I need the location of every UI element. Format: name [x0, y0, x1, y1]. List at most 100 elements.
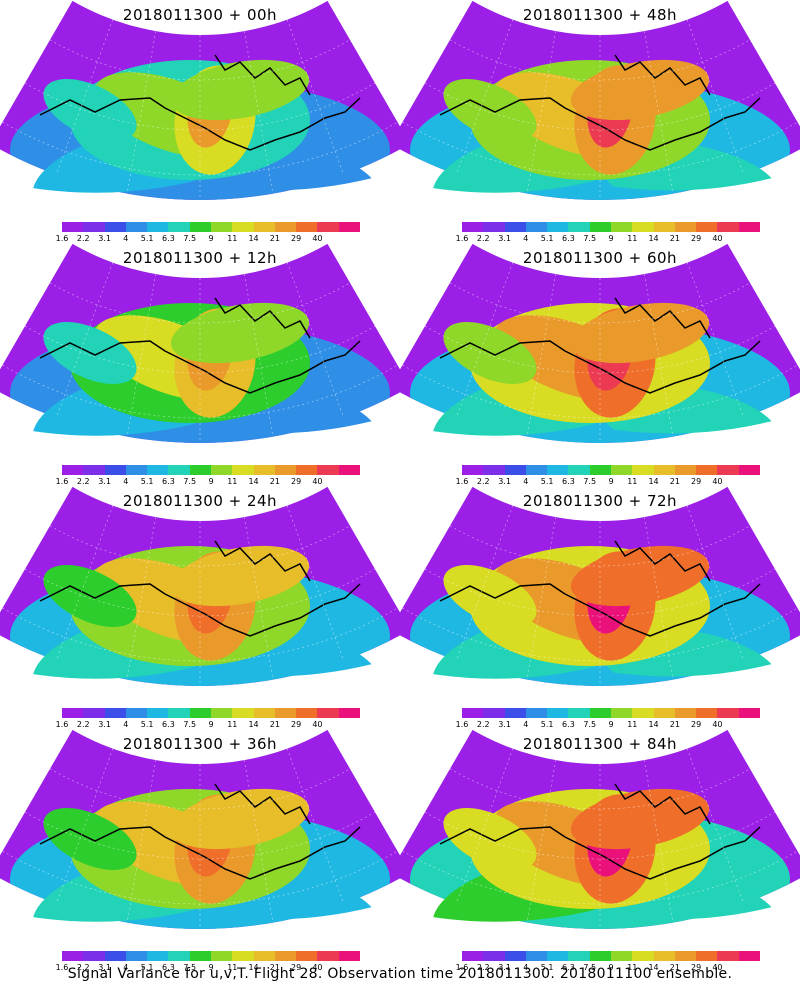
- colorbar-swatch: [653, 222, 675, 232]
- colorbar-swatch: [317, 222, 339, 232]
- colorbar-tick-label: 40: [312, 477, 323, 486]
- colorbar-swatch: [83, 951, 105, 961]
- map-panel: 2018011300 + 84h 1.6 2.2 3.1 4 5.1 6.3 7.5 9 11 14…: [400, 729, 800, 972]
- colorbar-tick-label: 1.6: [55, 963, 69, 972]
- colorbar-tick-label: 11: [227, 963, 238, 972]
- colorbar-tick-label: 14: [248, 720, 259, 729]
- colorbar-tick-label: 6.3: [562, 963, 575, 972]
- colorbar-swatch: [168, 465, 190, 475]
- colorbar-tick-label: 4: [123, 234, 129, 243]
- colorbar-swatch: [483, 951, 505, 961]
- colorbar-swatch: [253, 465, 275, 475]
- colorbar-tick-label: 21: [669, 234, 680, 243]
- panel-title: 2018011300 + 84h: [522, 735, 678, 753]
- colorbar-labels: 1.6 2.2 3.1 4 5.1 6.3 7.5 9 11 14 21 29 40: [56, 477, 360, 487]
- colorbar-swatch: [547, 465, 569, 475]
- colorbar: [62, 222, 360, 232]
- colorbar-swatch: [525, 222, 548, 232]
- colorbar-swatch: [232, 222, 254, 232]
- colorbar-swatch: [738, 465, 760, 475]
- colorbar-swatch: [274, 465, 297, 475]
- colorbar-tick-label: 5.1: [540, 720, 554, 729]
- colorbar-tick-label: 40: [312, 963, 323, 972]
- colorbar-swatch: [317, 708, 339, 718]
- map-panel: 2018011300 + 60h 1.6 2.2 3.1 4 5.1 6.3 7.5 9 11 14…: [400, 243, 800, 486]
- colorbar-tick-label: 4: [523, 234, 529, 243]
- colorbar-tick-label: 3.1: [498, 963, 511, 972]
- graticule-parallel: [424, 325, 776, 374]
- graticule-parallel: [402, 364, 798, 419]
- colorbar-tick-label: 29: [691, 234, 702, 243]
- colorbar-tick-label: 9: [208, 477, 214, 486]
- colorbar-swatch: [232, 465, 254, 475]
- panel-title: 2018011300 + 12h: [122, 249, 278, 267]
- colorbar-swatch: [296, 465, 318, 475]
- colorbar-tick-label: 6.3: [162, 234, 175, 243]
- colorbar-tick-label: 29: [691, 963, 702, 972]
- colorbar-swatch: [189, 465, 211, 475]
- colorbar-tick-label: 2.2: [476, 720, 490, 729]
- colorbar-swatch: [525, 465, 548, 475]
- colorbar-tick-label: 9: [208, 963, 214, 972]
- colorbar-swatch: [525, 951, 548, 961]
- graticule-parallel: [24, 811, 376, 860]
- colorbar-tick-label: 21: [269, 720, 280, 729]
- field-layer: [570, 302, 710, 364]
- colorbar-tick-label: 14: [648, 477, 659, 486]
- colorbar-tick-label: 1.6: [55, 477, 69, 486]
- colorbar-swatch: [589, 708, 611, 718]
- colorbar-swatch: [632, 951, 654, 961]
- coastline: [39, 97, 361, 151]
- colorbar-swatch: [296, 222, 318, 232]
- colorbar-tick-label: 21: [669, 720, 680, 729]
- colorbar-tick-label: 2.2: [76, 720, 90, 729]
- colorbar-swatch: [717, 951, 739, 961]
- colorbar-swatch: [168, 708, 190, 718]
- colorbar-tick-label: 4: [123, 477, 129, 486]
- colorbar-tick-label: 6.3: [562, 234, 575, 243]
- colorbar-tick-label: 6.3: [162, 963, 175, 972]
- colorbar-swatch: [296, 708, 318, 718]
- sector-map: [400, 0, 800, 220]
- colorbar-swatch: [483, 465, 505, 475]
- colorbar-swatch: [189, 708, 211, 718]
- graticule-parallel: [49, 282, 351, 324]
- graticule-parallel: [24, 325, 376, 374]
- colorbar-tick-label: 11: [627, 234, 638, 243]
- colorbar-swatch: [483, 222, 505, 232]
- colorbar-tick-label: 3.1: [98, 477, 111, 486]
- colorbar-tick-label: 7.5: [183, 963, 197, 972]
- colorbar-swatch: [504, 465, 526, 475]
- colorbar-tick-label: 7.5: [183, 234, 197, 243]
- colorbar-swatch: [253, 708, 275, 718]
- colorbar-tick-label: 29: [291, 963, 302, 972]
- colorbar-swatch: [317, 951, 339, 961]
- graticule-parallel: [449, 768, 751, 810]
- colorbar-swatch: [104, 465, 126, 475]
- colorbar-labels: 1.6 2.2 3.1 4 5.1 6.3 7.5 9 11 14 21 29 40: [56, 234, 360, 244]
- sector-map: [400, 243, 800, 463]
- graticule-parallel: [24, 82, 376, 131]
- colorbar-tick-label: 2.2: [76, 477, 90, 486]
- colorbar-swatch: [674, 222, 697, 232]
- colorbar-swatch: [717, 222, 739, 232]
- colorbar-swatch: [62, 951, 84, 961]
- colorbar-tick-label: 40: [712, 477, 723, 486]
- map-panel: 2018011300 + 72h 1.6 2.2 3.1 4 5.1 6.3 7.5 9 11 14…: [400, 486, 800, 729]
- colorbar-swatch: [338, 465, 360, 475]
- colorbar-tick-label: 5.1: [140, 477, 154, 486]
- colorbar-tick-label: 29: [691, 477, 702, 486]
- coastline: [614, 54, 711, 96]
- colorbar-swatch: [338, 951, 360, 961]
- colorbar-tick-label: 14: [648, 720, 659, 729]
- colorbar-tick-label: 1.6: [55, 234, 69, 243]
- colorbar-tick-label: 2.2: [476, 963, 490, 972]
- coastline: [214, 783, 311, 825]
- colorbar-tick-label: 9: [608, 720, 614, 729]
- colorbar-tick-label: 11: [627, 963, 638, 972]
- sector-map: [0, 0, 400, 220]
- colorbar-tick-label: 2.2: [476, 477, 490, 486]
- graticule-parallel: [24, 568, 376, 617]
- coastline: [39, 340, 361, 394]
- colorbar-tick-label: 5.1: [140, 963, 154, 972]
